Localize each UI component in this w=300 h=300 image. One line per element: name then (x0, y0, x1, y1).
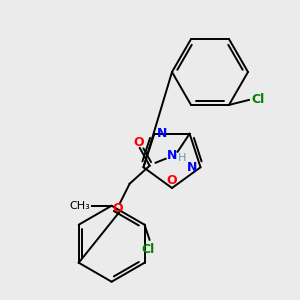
Text: N: N (167, 149, 177, 162)
Text: N: N (187, 161, 197, 174)
Text: CH₃: CH₃ (69, 201, 90, 211)
Text: N: N (158, 127, 168, 140)
Text: O: O (167, 174, 177, 187)
Text: H: H (177, 153, 186, 163)
Text: Cl: Cl (251, 93, 264, 106)
Text: O: O (112, 202, 123, 215)
Text: Cl: Cl (141, 243, 154, 256)
Text: O: O (133, 136, 144, 149)
